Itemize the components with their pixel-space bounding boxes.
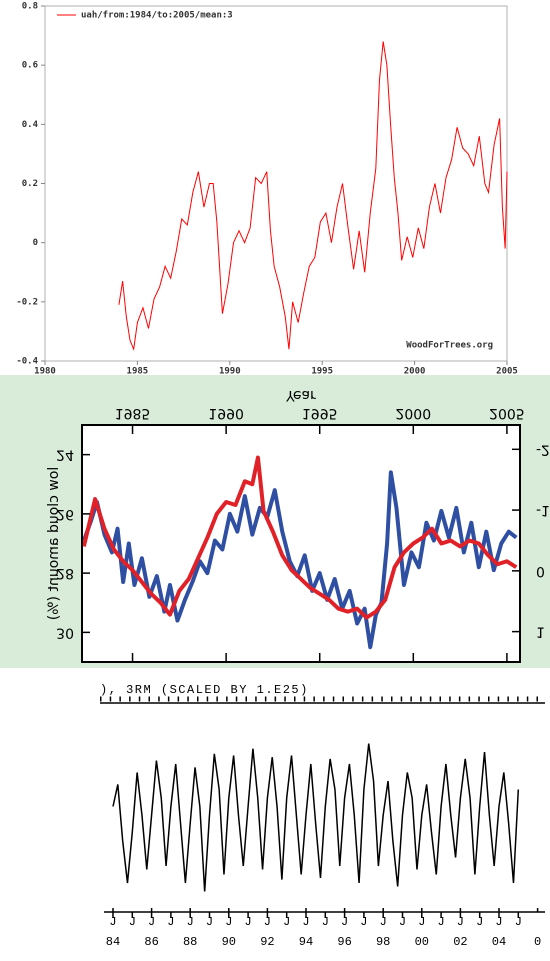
minor-tick-label: J [322,915,329,929]
y-tick-label: -0.2 [16,297,38,307]
minor-tick-label: J [515,915,522,929]
x-tick-label: 2000 [395,405,431,421]
plot-area [44,5,508,362]
x-tick-label: 1995 [302,405,338,421]
chart-low-cloud: 24 26 28 30 -2 -1 0 1 1985 1990 1995 2000 2005 Year lo… [46,387,550,663]
chart-woodfortrees: -0.4 -0.2 0 0.2 0.4 0.6 0.8 1980 1985 1990 1995 200… [16,2,518,377]
minor-tick-label: J [495,915,502,929]
y2-tick-label: -2 [536,441,550,457]
data-line [81,455,518,620]
minor-tick-label: J [129,915,136,929]
y-tick-label: 0.2 [22,179,38,189]
y2-tick-label: 1 [536,624,545,640]
y-tick-label: 0.4 [22,120,39,130]
plot-frame [81,424,521,663]
flipped-group: 24 26 28 30 -2 -1 0 1 1985 1990 1995 2000 2005 Year lo… [46,387,550,663]
y-tick-label: 30 [56,624,74,640]
minor-tick-label: J [399,915,406,929]
minor-tick-label: J [167,915,174,929]
panel-bottom [0,668,550,961]
x-tick-label: 1985 [127,367,149,377]
data-line [112,743,520,892]
y-tick-label: 28 [56,565,74,581]
minor-tick-label: J [360,915,367,929]
x-tick-label: 98 [376,935,390,949]
y2-tick-label: -1 [536,502,550,518]
x-tick-label: 04 [492,935,506,949]
x-tick-label: 1985 [115,405,151,421]
y-tick-label: 0.6 [22,61,38,71]
data-line [118,41,508,352]
y2-tick-label: 0 [536,563,545,579]
x-tick-label: 0 [534,935,541,949]
minor-tick-label: J [244,915,251,929]
y-tick-label: -0.4 [16,357,38,367]
chart-title: ), 3RM (SCALED BY 1.E25) [100,683,309,697]
minor-tick-label: J [476,915,483,929]
minor-tick-label: J [187,915,194,929]
minor-tick-label: J [457,915,464,929]
minor-tick-label: J [380,915,387,929]
x-tick-label: 86 [144,935,158,949]
y-tick-label: 26 [56,506,74,522]
x-tick-label: 84 [106,935,120,949]
x-tick-label: 2005 [489,405,525,421]
x-tick-label: 96 [337,935,351,949]
minor-tick-label: J [302,915,309,929]
minor-tick-label: J [148,915,155,929]
y-tick-label: 0.8 [22,2,38,12]
minor-tick-label: J [225,915,232,929]
x-tick-label: 1990 [208,405,244,421]
chart-scaled: J J J J J J J J J J J J J J J J J J J J J J84 86 88 90 92 94 96 98 00… [104,743,545,949]
x-tick-label: 02 [453,935,467,949]
x-tick-label: 94 [299,935,313,949]
x-tick-label: 1990 [219,367,241,377]
minor-tick-label: J [283,915,290,929]
y-tick-label: 24 [56,447,74,463]
x-tick-label: 88 [183,935,197,949]
y-tick-label: 0 [33,238,38,248]
minor-tick-label: J [109,915,116,929]
minor-tick-label: J [206,915,213,929]
x-tick-label: 2000 [404,367,426,377]
x-tick-label: 1995 [311,367,333,377]
x-tick-label: 1980 [34,367,56,377]
x-tick-label: 00 [415,935,429,949]
x-axis-label: Year [285,387,316,403]
x-tick-label: 92 [260,935,274,949]
minor-tick-label: J [341,915,348,929]
y-axis-label: low cloud amount (%) [46,467,62,620]
x-tick-label: 90 [222,935,236,949]
x-tick-label: 2005 [496,367,518,377]
minor-tick-label: J [418,915,425,929]
minor-tick-label: J [264,915,271,929]
minor-tick-label: J [437,915,444,929]
annotation: WoodForTrees.org [406,341,493,351]
legend-label: uah/from:1984/to:2005/mean:3 [81,11,233,21]
